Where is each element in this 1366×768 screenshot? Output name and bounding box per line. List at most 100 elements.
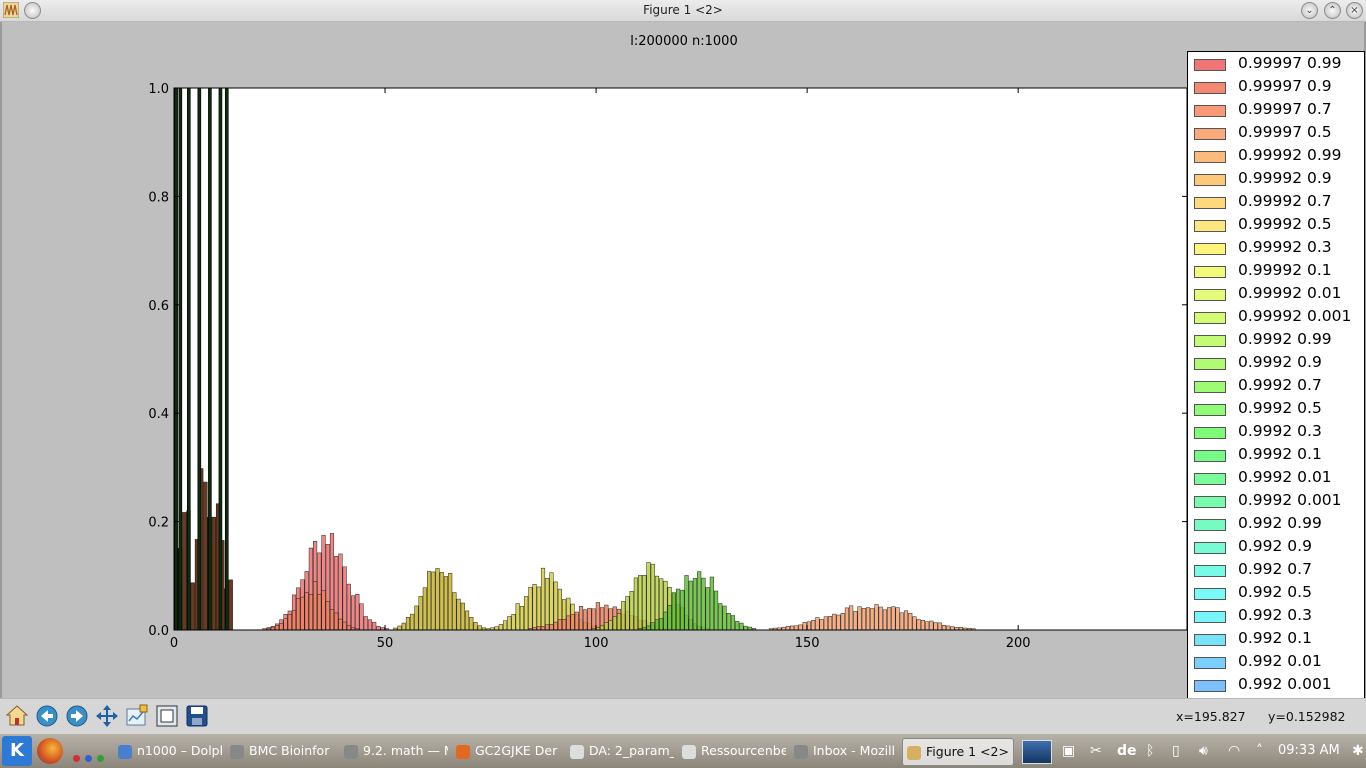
- volume-icon[interactable]: 🔊︎: [1199, 743, 1208, 759]
- taskbar-task[interactable]: DA: 2_param_: [566, 738, 674, 764]
- forward-icon[interactable]: [64, 703, 90, 729]
- histogram-bar: [439, 572, 444, 631]
- histogram-bar: [638, 575, 643, 631]
- figure-app-icon[interactable]: [3, 2, 19, 18]
- histogram-bar: [595, 602, 600, 631]
- legend-label: 0.9992 0.7: [1238, 376, 1322, 394]
- histogram-bar: [291, 610, 297, 631]
- legend-item: 0.99997 0.7: [1194, 100, 1364, 120]
- histogram-bar: [397, 625, 402, 631]
- histogram-bar: [680, 589, 685, 631]
- histogram-bar: [376, 626, 381, 631]
- figure-canvas[interactable]: l:200000 n:1000 0 50 100 150 200 0.0 0.2 0.4 0.6…: [0, 22, 1366, 699]
- desktop-pager-icon[interactable]: [1022, 740, 1052, 764]
- legend-label: 0.99992 0.99: [1238, 146, 1342, 164]
- histogram-bar: [916, 619, 921, 631]
- histogram-bar: [735, 621, 740, 631]
- wifi-icon[interactable]: ◠: [1228, 743, 1241, 759]
- histogram-bar: [663, 611, 668, 631]
- edit-axis-icon[interactable]: [154, 703, 180, 729]
- histogram-bar: [418, 596, 423, 631]
- histogram-bar: [600, 625, 605, 631]
- taskbar-task[interactable]: Figure 1 <2>: [902, 738, 1014, 766]
- histogram-bar: [726, 613, 731, 631]
- histogram-bar: [401, 622, 406, 631]
- legend-item: 0.992 0.5: [1194, 583, 1364, 603]
- spike-bar: [224, 87, 229, 631]
- window-titlebar: Figure 1 <2> ⌄ ⌃ ×: [0, 0, 1366, 22]
- legend-swatch: [1194, 220, 1226, 232]
- maximize-button[interactable]: ⌃: [1324, 2, 1341, 19]
- x-coordinate-readout: x=195.827: [1176, 709, 1246, 724]
- clipboard-scissors-icon[interactable]: ✂: [1090, 743, 1102, 759]
- kde-launcher-icon[interactable]: K: [2, 736, 32, 766]
- clock[interactable]: 09:33 AM: [1278, 743, 1340, 758]
- legend-item: 0.99992 0.5: [1194, 215, 1364, 235]
- histogram-bar: [279, 623, 284, 631]
- histogram-bar: [853, 611, 858, 631]
- histogram-bar: [190, 582, 195, 631]
- histogram-bar: [836, 614, 841, 631]
- spike-bar: [218, 87, 223, 631]
- histogram-bar: [515, 603, 520, 631]
- taskbar-task[interactable]: Inbox - Mozill: [790, 738, 900, 764]
- histogram-bar: [646, 625, 651, 631]
- histogram-bar: [553, 621, 558, 631]
- legend-label: 0.99992 0.5: [1238, 215, 1332, 233]
- legend-item: 0.99992 0.99: [1194, 146, 1364, 166]
- taskbar-task[interactable]: n1000 – Dolph: [114, 738, 222, 764]
- histogram-bar: [473, 622, 478, 631]
- device-notifier-icon[interactable]: ▯: [1172, 743, 1180, 759]
- legend-swatch: [1194, 680, 1226, 692]
- histogram-bar: [325, 601, 330, 631]
- keyboard-layout[interactable]: de: [1117, 743, 1137, 759]
- histogram-bar: [338, 618, 343, 631]
- histogram-bar: [633, 577, 638, 631]
- home-icon[interactable]: [4, 703, 30, 729]
- histogram-bar: [832, 613, 837, 631]
- close-button[interactable]: ×: [1346, 2, 1363, 19]
- window-menu-button[interactable]: [24, 2, 41, 19]
- histogram-bar: [882, 609, 887, 631]
- taskbar-task[interactable]: GC2GJKE Der: [452, 738, 562, 764]
- histogram-bar: [629, 590, 634, 631]
- configure-subplots-icon[interactable]: [124, 703, 150, 729]
- panel-settings-icon[interactable]: ✱: [1352, 743, 1364, 759]
- histogram-bar: [511, 614, 516, 631]
- histogram-bar: [498, 624, 503, 631]
- bluetooth-icon[interactable]: ᛒ: [1146, 743, 1155, 759]
- taskbar-task-label: n1000 – Dolph: [137, 743, 222, 758]
- network-manager-icon[interactable]: ▣: [1062, 743, 1076, 759]
- histogram-bar: [570, 614, 575, 631]
- x-tick-label: 0: [170, 636, 178, 651]
- histogram-bar: [802, 621, 807, 631]
- taskbar-task[interactable]: BMC Bioinfor: [226, 738, 336, 764]
- histogram-bar: [211, 516, 216, 631]
- back-icon[interactable]: [34, 703, 60, 729]
- firefox-icon[interactable]: [37, 738, 63, 764]
- spike-bar: [197, 87, 202, 631]
- histogram-bar: [355, 594, 360, 631]
- matplotlib-toolbar: x=195.827 y=0.152982: [0, 698, 1366, 735]
- save-icon[interactable]: [184, 703, 210, 729]
- histogram-bar: [346, 583, 351, 631]
- x-tick-label: 100: [584, 636, 609, 651]
- legend-label: 0.992 0.01: [1238, 652, 1322, 670]
- pan-icon[interactable]: [94, 703, 120, 729]
- minimize-button[interactable]: ⌄: [1301, 2, 1318, 19]
- legend-item: 0.99992 0.7: [1194, 192, 1364, 212]
- tray-expand-icon[interactable]: ˄: [1256, 743, 1263, 759]
- legend-swatch: [1194, 289, 1226, 301]
- histogram-bar: [557, 619, 562, 631]
- y-tick-label: 0.6: [148, 299, 169, 314]
- histogram-plot: l:200000 n:1000 0 50 100 150 200 0.0 0.2 0.4 0.6…: [148, 34, 1188, 651]
- histogram-bar: [865, 607, 871, 631]
- taskbar-task[interactable]: Ressourcenbe: [678, 738, 786, 764]
- activity-icon[interactable]: [73, 747, 105, 766]
- taskbar-task[interactable]: 9.2. math — M: [340, 738, 448, 764]
- histogram-bar: [502, 620, 508, 631]
- legend-label: 0.99992 0.3: [1238, 238, 1332, 256]
- legend-swatch: [1194, 358, 1226, 370]
- axes-background: [174, 88, 1187, 630]
- legend-item: 0.99997 0.99: [1194, 54, 1364, 74]
